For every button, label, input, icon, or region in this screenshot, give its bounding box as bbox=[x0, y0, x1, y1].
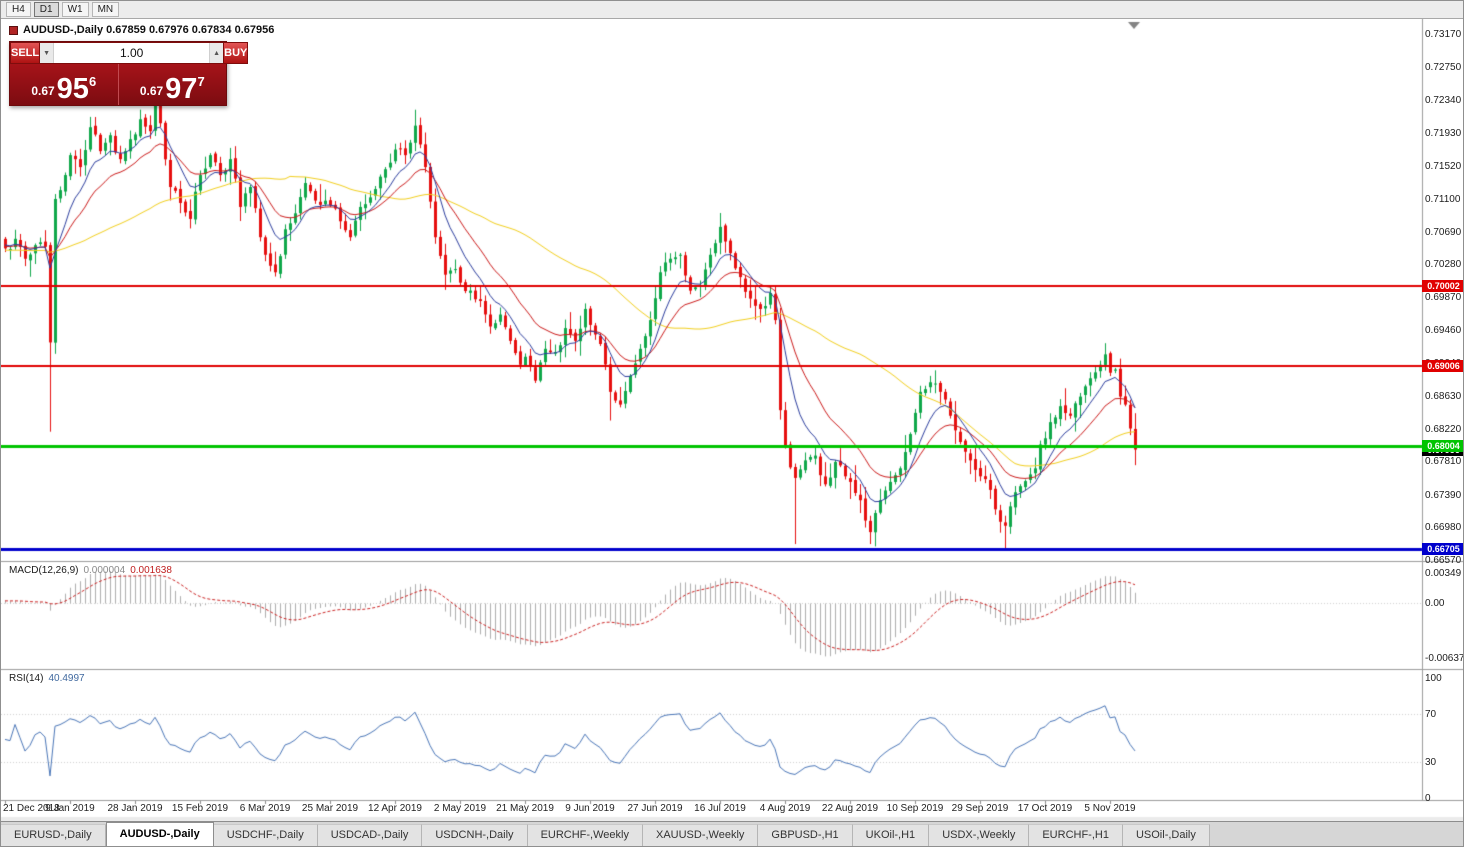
sell-price-prefix: 0.67 bbox=[31, 84, 55, 98]
rsi-tick: 100 bbox=[1425, 673, 1442, 684]
price-tick: 0.73170 bbox=[1425, 29, 1462, 40]
trade-panel-controls: SELL ▼ ▲ BUY bbox=[10, 42, 249, 64]
timeframe-button-w1[interactable]: W1 bbox=[61, 2, 89, 17]
timeframe-button-h4[interactable]: H4 bbox=[6, 2, 31, 17]
macd-value-signal: 0.001638 bbox=[130, 565, 172, 576]
date-label: 4 Aug 2019 bbox=[759, 803, 811, 814]
one-click-trade-panel: SELL ▼ ▲ BUY 0.67 95 6 0.67 97 7 bbox=[9, 41, 249, 106]
chart-tab-eurchf-weekly[interactable]: EURCHF-,Weekly bbox=[527, 824, 643, 846]
rsi-tick: 0 bbox=[1425, 793, 1431, 804]
sell-button[interactable]: SELL bbox=[10, 42, 41, 64]
buy-price[interactable]: 0.67 97 7 bbox=[119, 64, 227, 105]
chart-tab-usoil-daily[interactable]: USOil-,Daily bbox=[1122, 824, 1210, 846]
price-tick: 0.69870 bbox=[1425, 292, 1462, 303]
chart-tab-usdx-weekly[interactable]: USDX-,Weekly bbox=[929, 824, 1030, 846]
date-label: 22 Aug 2019 bbox=[821, 803, 879, 814]
macd-value-main: 0.000004 bbox=[83, 565, 126, 576]
date-label: 29 Sep 2019 bbox=[951, 803, 1009, 814]
level-label-resistance-0: 0.70002 bbox=[1422, 280, 1463, 293]
timeframe-button-d1[interactable]: D1 bbox=[33, 2, 59, 17]
buy-price-main: 97 bbox=[165, 73, 198, 105]
volume-box: ▼ ▲ bbox=[40, 42, 224, 64]
timeframe-button-mn[interactable]: MN bbox=[91, 2, 120, 17]
price-tick: 0.72340 bbox=[1425, 95, 1462, 107]
price-tick: 0.71520 bbox=[1425, 160, 1462, 172]
chart-tab-audusd-daily[interactable]: AUDUSD-,Daily bbox=[105, 822, 214, 846]
volume-input[interactable] bbox=[54, 43, 210, 63]
price-tick: 0.68630 bbox=[1425, 390, 1462, 402]
price-tick: 0.67390 bbox=[1425, 489, 1462, 501]
indicator-label-rsi: RSI(14) 40.4997 bbox=[9, 673, 85, 684]
date-label: 9 Jan 2019 bbox=[45, 803, 95, 814]
price-tick: 0.69460 bbox=[1425, 324, 1462, 336]
chart-tab-eurusd-daily[interactable]: EURUSD-,Daily bbox=[1, 824, 106, 846]
price-tick: 0.70690 bbox=[1425, 226, 1462, 238]
chart-symbol-title: AUDUSD-,Daily 0.67859 0.67976 0.67834 0.… bbox=[9, 24, 274, 36]
date-label: 21 Dec 2018 bbox=[3, 803, 60, 814]
rsi-name: RSI(14) bbox=[9, 673, 44, 684]
trade-panel-prices: 0.67 95 6 0.67 97 7 bbox=[10, 64, 226, 105]
chart-tab-ukoil-h1[interactable]: UKOil-,H1 bbox=[852, 824, 930, 846]
date-label: 5 Nov 2019 bbox=[1084, 803, 1136, 814]
date-label: 15 Feb 2019 bbox=[171, 803, 229, 814]
buy-button[interactable]: BUY bbox=[223, 42, 249, 64]
price-tick: 0.66570 bbox=[1425, 555, 1462, 566]
volume-increase-button[interactable]: ▲ bbox=[209, 43, 224, 63]
date-label: 12 Apr 2019 bbox=[368, 803, 422, 814]
price-tick: 0.71100 bbox=[1425, 193, 1461, 205]
price-tick: 0.68220 bbox=[1425, 423, 1462, 435]
volume-decrease-button[interactable]: ▼ bbox=[40, 43, 55, 63]
date-label: 25 Mar 2019 bbox=[301, 803, 359, 814]
price-tick: 0.66980 bbox=[1425, 522, 1462, 534]
chart-tab-bar: EURUSD-,Daily AUDUSD-,Daily USDCHF-,Daily U… bbox=[1, 821, 1463, 846]
macd-tick: 0.00349 bbox=[1425, 567, 1462, 579]
level-label-support-3: 0.66705 bbox=[1422, 543, 1463, 556]
date-label: 9 Jun 2019 bbox=[565, 803, 615, 814]
chart-tab-usdchf-daily[interactable]: USDCHF-,Daily bbox=[213, 824, 318, 846]
sell-price[interactable]: 0.67 95 6 bbox=[10, 64, 119, 105]
date-label: 27 Jun 2019 bbox=[627, 803, 683, 814]
level-label-support-2: 0.68004 bbox=[1422, 439, 1463, 452]
chart-tab-gbpusd-h1[interactable]: GBPUSD-,H1 bbox=[758, 824, 853, 846]
buy-price-prefix: 0.67 bbox=[139, 84, 164, 98]
date-label: 2 May 2019 bbox=[433, 803, 487, 814]
level-label-resistance-1: 0.69006 bbox=[1422, 359, 1463, 372]
date-label: 10 Sep 2019 bbox=[886, 803, 944, 814]
date-label: 21 May 2019 bbox=[496, 803, 554, 814]
chart-tab-usdcad-daily[interactable]: USDCAD-,Daily bbox=[317, 824, 423, 846]
date-label: 6 Mar 2019 bbox=[239, 803, 291, 814]
chart-tab-xauusd-weekly[interactable]: XAUUSD-,Weekly bbox=[642, 824, 759, 846]
chart-icon bbox=[9, 25, 18, 35]
date-label: 17 Oct 2019 bbox=[1017, 803, 1073, 814]
buy-price-pip: 7 bbox=[197, 74, 205, 89]
chart-title-text: AUDUSD-,Daily 0.67859 0.67976 0.67834 0.… bbox=[23, 24, 275, 36]
time-scale[interactable]: 21 Dec 2018 9 Jan 2019 28 Jan 2019 15 Feb 2… bbox=[1, 801, 1422, 817]
price-tick: 0.71930 bbox=[1425, 127, 1462, 139]
date-label: 16 Jul 2019 bbox=[694, 803, 746, 814]
sell-price-main: 95 bbox=[56, 73, 89, 105]
timeframe-toolbar: H4 D1 W1 MN bbox=[1, 1, 1463, 19]
chart-tab-eurchf-h1[interactable]: EURCHF-,H1 bbox=[1029, 824, 1123, 846]
price-scale[interactable]: 0.73170 0.72750 0.72340 0.71930 0.71520 0.711… bbox=[1422, 19, 1464, 804]
chart-tab-usdcnh-daily[interactable]: USDCNH-,Daily bbox=[422, 824, 528, 846]
price-tick: 0.67810 bbox=[1425, 456, 1462, 468]
rsi-tick: 70 bbox=[1425, 709, 1437, 720]
rsi-tick: 30 bbox=[1425, 757, 1437, 768]
rsi-value: 40.4997 bbox=[48, 673, 85, 684]
sell-price-pip: 6 bbox=[88, 74, 97, 89]
price-tick: 0.70280 bbox=[1425, 259, 1462, 271]
indicator-label-macd: MACD(12,26,9) 0.000004 0.001638 bbox=[9, 565, 172, 576]
price-tick: 0.72750 bbox=[1425, 62, 1462, 74]
macd-name: MACD(12,26,9) bbox=[9, 565, 79, 576]
macd-tick: 0.00 bbox=[1425, 598, 1445, 609]
date-label: 28 Jan 2019 bbox=[107, 803, 163, 814]
macd-tick: -0.00637 bbox=[1425, 652, 1464, 664]
